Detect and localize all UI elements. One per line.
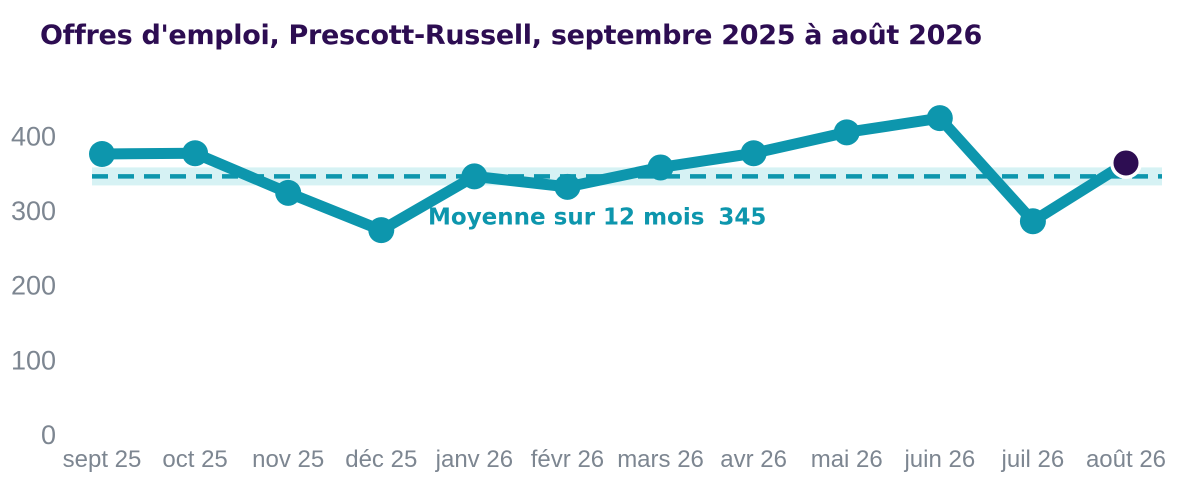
data-point (275, 179, 302, 206)
data-point (647, 154, 674, 181)
average-label-layer: Moyenne sur 12 mois 345 (428, 204, 766, 230)
data-points (89, 105, 1142, 244)
series-line (96, 112, 1132, 236)
y-axis: 0 100 200 300 400 (11, 121, 56, 450)
x-tick-label: janv 26 (435, 446, 513, 473)
x-tick-label: mai 26 (811, 446, 883, 473)
x-tick-label: août 26 (1086, 446, 1166, 473)
data-point (833, 119, 860, 146)
data-point (368, 217, 395, 244)
y-tick-label: 300 (11, 196, 56, 226)
x-axis: sept 25 oct 25 nov 25 déc 25 janv 26 févr 26 m… (63, 446, 1166, 473)
x-tick-label: avr 26 (720, 446, 787, 473)
data-point (1113, 150, 1139, 176)
y-tick-label: 0 (41, 420, 56, 450)
data-point (740, 140, 767, 167)
x-tick-label: déc 25 (345, 446, 417, 473)
x-tick-label: juil 26 (1001, 446, 1065, 473)
data-point (554, 173, 581, 200)
y-tick-label: 100 (11, 345, 56, 375)
data-point (926, 105, 953, 132)
x-tick-label: oct 25 (162, 446, 227, 473)
data-point (89, 141, 115, 167)
x-tick-label: juin 26 (903, 446, 975, 473)
x-tick-label: nov 25 (252, 446, 324, 473)
chart-title: Offres d'emploi, Prescott-Russell, septe… (40, 20, 983, 51)
data-point (461, 163, 488, 190)
data-point (1019, 208, 1046, 235)
x-tick-label: févr 26 (531, 446, 604, 473)
x-tick-label: sept 25 (63, 446, 142, 473)
y-tick-label: 400 (11, 121, 56, 151)
average-label-text: Moyenne sur 12 mois (428, 204, 704, 230)
average-value: 345 (718, 204, 766, 230)
data-point (182, 140, 209, 167)
x-tick-label: mars 26 (617, 446, 704, 473)
series-line-layer (96, 112, 1132, 236)
average-label: Moyenne sur 12 mois 345 (428, 204, 766, 230)
y-tick-label: 200 (11, 271, 56, 301)
